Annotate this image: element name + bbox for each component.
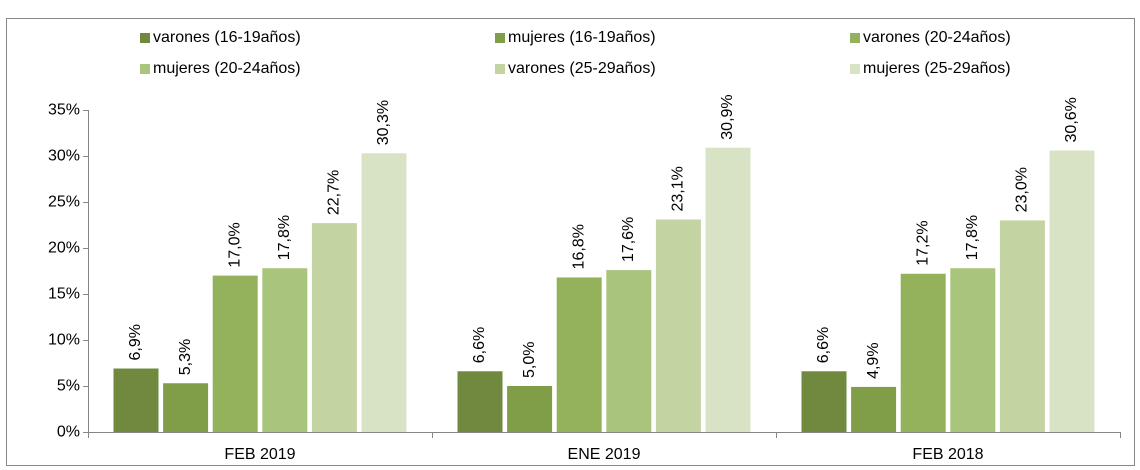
bar [606, 270, 652, 432]
data-label: 17,0% [226, 222, 243, 267]
bar [851, 386, 897, 432]
data-label: 5,3% [177, 339, 194, 375]
data-label: 17,2% [914, 220, 931, 265]
x-tick-label: ENE 2019 [568, 446, 641, 463]
x-tick-label: FEB 2019 [224, 446, 295, 463]
legend-label: mujeres (20-24años) [153, 60, 301, 77]
data-label: 30,6% [1063, 97, 1080, 142]
legend-swatch [495, 33, 505, 43]
bar [457, 371, 503, 432]
y-tick-label: 30% [48, 148, 80, 165]
y-tick-label: 15% [48, 286, 80, 303]
bar [262, 268, 308, 432]
legend-label: varones (20-24años) [863, 29, 1011, 46]
legend-swatch [495, 64, 505, 74]
y-tick-label: 35% [48, 102, 80, 119]
bar [655, 219, 701, 432]
bar [556, 277, 602, 432]
y-tick-label: 20% [48, 240, 80, 257]
legend-swatch [140, 64, 150, 74]
y-tick-label: 5% [57, 378, 80, 395]
data-label: 16,8% [570, 224, 587, 269]
data-label: 6,9% [127, 324, 144, 360]
data-label: 6,6% [815, 327, 832, 363]
y-tick-label: 0% [57, 424, 80, 441]
bar [163, 383, 209, 432]
data-label: 22,7% [326, 170, 343, 215]
bar [705, 147, 751, 432]
y-tick-label: 25% [48, 194, 80, 211]
data-label: 17,8% [964, 215, 981, 260]
bar [361, 153, 407, 433]
data-label: 17,6% [620, 217, 637, 262]
data-label: 23,0% [1014, 167, 1031, 212]
bar [801, 371, 847, 432]
data-label: 5,0% [521, 342, 538, 378]
bar [999, 220, 1045, 432]
data-label: 17,8% [276, 215, 293, 260]
data-label: 6,6% [471, 327, 488, 363]
bar [900, 273, 946, 432]
legend-label: varones (16-19años) [153, 29, 301, 46]
x-tick-label: FEB 2018 [912, 446, 983, 463]
data-label: 4,9% [865, 342, 882, 378]
bar [1049, 150, 1095, 433]
legend-swatch [140, 33, 150, 43]
legend-label: mujeres (25-29años) [863, 60, 1011, 77]
bar [507, 386, 553, 432]
y-tick-label: 10% [48, 332, 80, 349]
bar [311, 223, 357, 432]
data-label: 23,1% [670, 166, 687, 211]
data-label: 30,9% [719, 94, 736, 139]
data-label: 30,3% [375, 100, 392, 145]
legend-label: mujeres (16-19años) [508, 29, 656, 46]
bar [212, 275, 258, 432]
legend-swatch [850, 64, 860, 74]
legend-label: varones (25-29años) [508, 60, 656, 77]
bar [113, 368, 159, 432]
bar [950, 268, 996, 432]
legend-swatch [850, 33, 860, 43]
